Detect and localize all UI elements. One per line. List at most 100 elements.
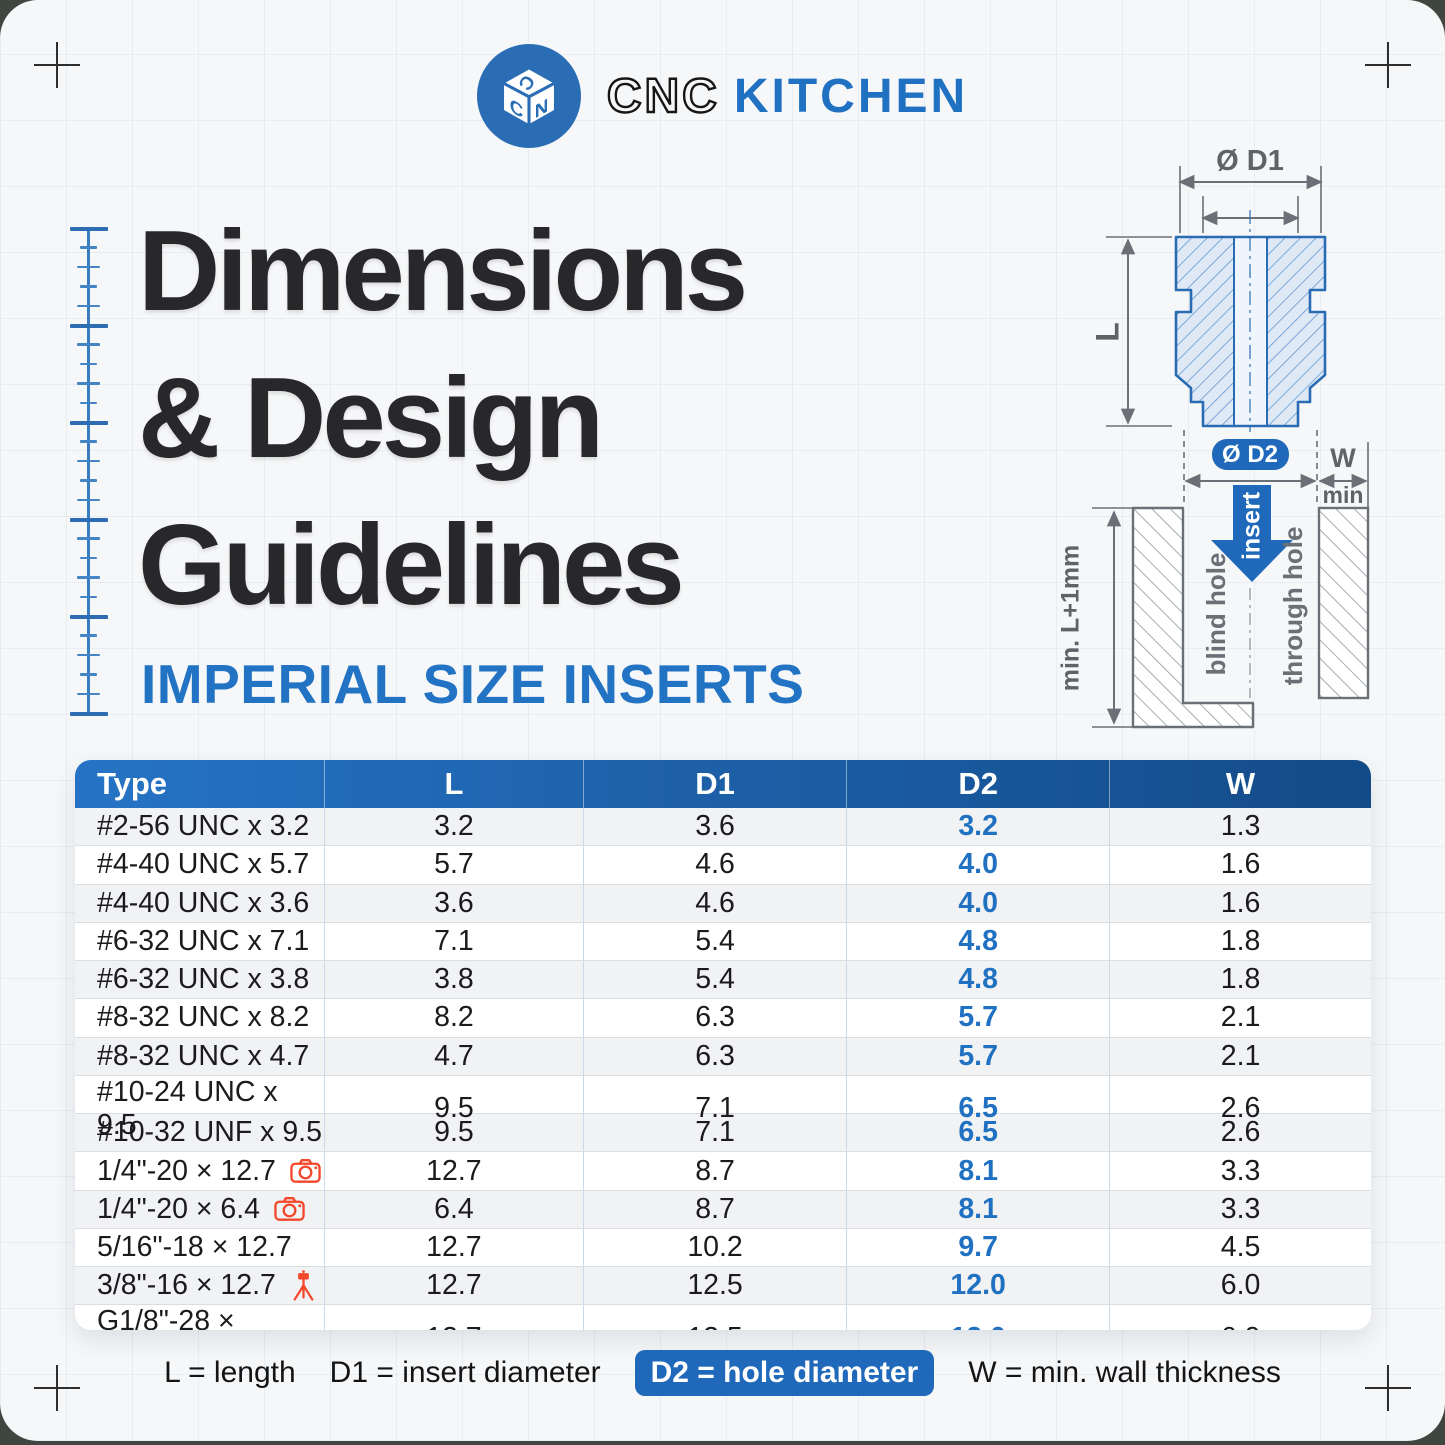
ruler-graphic xyxy=(70,227,114,716)
type-cell: #10-24 UNC x 9.5 xyxy=(97,1075,278,1141)
type-cell: #4-40 UNC x 3.6 xyxy=(97,886,310,919)
value-cell: 1.3 xyxy=(1109,808,1371,846)
value-cell: 12.5 xyxy=(583,1305,846,1330)
ruler-tick xyxy=(77,576,100,579)
d2-dimension-label: Ø D2 xyxy=(1222,441,1278,468)
value-cell: 3.6 xyxy=(323,884,583,922)
type-cell: #10-32 UNF x 9.5 xyxy=(97,1116,322,1149)
table-row: #4-40 UNC x 3.6 3.6 4.6 4.0 1.6 xyxy=(75,883,1371,922)
column-header-l: L xyxy=(323,760,583,808)
w-dimension-label: W xyxy=(1330,443,1356,473)
table-row: 1/4"-20 × 6.4 6.4 8.7 8.1 3.3 xyxy=(75,1189,1371,1228)
column-header-d1: D1 xyxy=(583,760,846,808)
table-row: #4-40 UNC x 5.7 5.7 4.6 4.0 1.6 xyxy=(75,845,1371,884)
value-cell: 12.7 xyxy=(323,1152,583,1190)
brand-wordmark: CNC KITCHEN xyxy=(606,68,968,123)
value-cell: 6.0 xyxy=(1109,1305,1371,1330)
type-cell: 3/8"-16 × 12.7 xyxy=(75,1267,324,1304)
insert-size-table: Type L D1 D2 W #2-56 UNC x 3.2 3.2 3.6 3.2 1… xyxy=(75,760,1371,1330)
ruler-tick xyxy=(70,712,108,716)
table-row: #8-32 UNC x 4.7 4.7 6.3 5.7 2.1 xyxy=(75,1036,1371,1075)
d2-dimension-lines xyxy=(1183,430,1369,508)
type-cell: #6-32 UNC x 7.1 xyxy=(97,924,310,957)
depth-dimension-lines xyxy=(1092,507,1132,728)
value-cell: 5.7 xyxy=(846,1037,1109,1075)
column-header-type: Type xyxy=(97,766,168,801)
value-cell: 2.1 xyxy=(1109,999,1371,1037)
ruler-tick xyxy=(77,265,100,269)
table-row: G1/8"-28 × 12.712.712.512.06.0 xyxy=(75,1304,1371,1330)
type-cell: 1/4"-20 × 6.4 xyxy=(75,1191,324,1228)
table-row: #6-32 UNC x 7.1 7.1 5.4 4.8 1.8 xyxy=(75,921,1371,961)
value-cell: 9.5 xyxy=(323,1114,583,1152)
ruler-tick xyxy=(77,382,100,385)
value-cell: 6.0 xyxy=(1109,1267,1371,1305)
value-cell: 4.0 xyxy=(846,846,1109,884)
ruler-tick xyxy=(77,343,100,346)
ruler-tick xyxy=(80,362,97,366)
value-cell: 5.4 xyxy=(583,922,846,961)
table-row: #8-32 UNC x 8.2 8.2 6.3 5.7 2.1 xyxy=(75,998,1371,1037)
type-cell: 1/4"-20 × 12.7 xyxy=(75,1152,324,1189)
ruler-tick xyxy=(70,421,108,425)
value-cell: 2.1 xyxy=(1109,1037,1371,1075)
insert-diagram: Ø D1 L Ø D2 xyxy=(1057,145,1370,729)
through-hole-label: through hole xyxy=(1278,527,1308,686)
ruler-tick xyxy=(80,556,97,560)
ruler-tick xyxy=(77,304,100,308)
legend: L = length D1 = insert diameter D2 = hol… xyxy=(0,1350,1445,1396)
value-cell: 4.8 xyxy=(846,922,1109,961)
legend-d2-pill: D2 = hole diameter xyxy=(634,1350,935,1396)
page-title: Dimensions & Design Guidelines xyxy=(138,198,748,639)
value-cell: 12.7 xyxy=(323,1228,583,1267)
value-cell: 3.3 xyxy=(1109,1152,1371,1190)
type-cell: G1/8"-28 × 12.7 xyxy=(75,1305,324,1330)
ruler-tick xyxy=(70,615,108,619)
value-cell: 1.8 xyxy=(1109,922,1371,961)
value-cell: 3.3 xyxy=(1109,1190,1371,1228)
ruler-tick xyxy=(77,653,100,657)
l-dimension-lines xyxy=(1106,236,1172,427)
value-cell: 6.5 xyxy=(846,1114,1109,1152)
value-cell: 1.8 xyxy=(1109,961,1371,999)
legend-d1: D1 = insert diameter xyxy=(329,1356,601,1389)
fitting-icon xyxy=(281,1328,324,1330)
value-cell: 9.5 xyxy=(323,1075,583,1142)
svg-text:C: C xyxy=(510,95,524,123)
value-cell: 1.6 xyxy=(1109,884,1371,922)
ruler-tick xyxy=(80,595,97,599)
value-cell: 9.7 xyxy=(846,1228,1109,1267)
value-cell: 4.0 xyxy=(846,884,1109,922)
ruler-tick xyxy=(77,459,100,463)
value-cell: 12.5 xyxy=(583,1267,846,1305)
ruler-tick xyxy=(77,498,100,502)
table-header-row: Type L D1 D2 W xyxy=(75,760,1371,808)
ruler-spine xyxy=(87,228,90,715)
ruler-tick xyxy=(70,518,108,522)
value-cell: 6.3 xyxy=(583,999,846,1037)
type-cell: #4-40 UNC x 5.7 xyxy=(97,848,310,881)
ruler-tick xyxy=(70,227,108,231)
title-line-2: & Design xyxy=(138,355,604,482)
value-cell: 5.4 xyxy=(583,961,846,999)
value-cell: 3.8 xyxy=(323,961,583,999)
page-subtitle: IMPERIAL SIZE INSERTS xyxy=(141,653,805,715)
value-cell: 5.7 xyxy=(323,846,583,884)
table-body: #2-56 UNC x 3.2 3.2 3.6 3.2 1.3 #4-40 UNC x 5… xyxy=(75,808,1371,1330)
value-cell: 7.1 xyxy=(583,1075,846,1142)
column-header-d2: D2 xyxy=(846,760,1109,808)
camera-icon xyxy=(274,1196,305,1222)
value-cell: 8.7 xyxy=(583,1152,846,1190)
value-cell: 6.4 xyxy=(323,1190,583,1228)
crop-mark-top-left xyxy=(34,42,80,88)
table-row: #10-32 UNF x 9.5 9.5 7.1 6.5 2.6 xyxy=(75,1113,1371,1152)
ruler-tick xyxy=(80,401,97,405)
table-row: #6-32 UNC x 3.8 3.8 5.4 4.8 1.8 xyxy=(75,960,1371,999)
value-cell: 1.6 xyxy=(1109,846,1371,884)
type-cell: #2-56 UNC x 3.2 xyxy=(97,810,310,843)
type-cell: #8-32 UNC x 8.2 xyxy=(97,1001,310,1034)
value-cell: 8.1 xyxy=(846,1190,1109,1228)
ruler-tick xyxy=(80,246,97,249)
d2-badge xyxy=(1212,439,1289,470)
value-cell: 2.6 xyxy=(1109,1114,1371,1152)
